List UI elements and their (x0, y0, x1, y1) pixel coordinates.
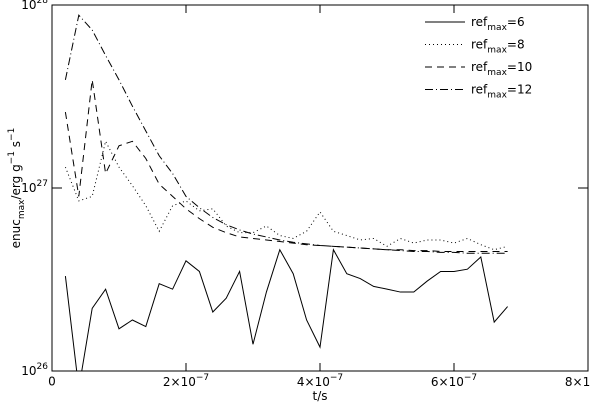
label-part: max (487, 45, 507, 55)
label-part: =6 (507, 15, 525, 29)
label-part: 10 (21, 0, 36, 12)
label-part: −7 (464, 373, 477, 383)
label-part: max (487, 23, 507, 33)
y-tick-label: 1027 (21, 179, 48, 195)
label-part: 6×10 (431, 375, 464, 389)
label-part: max (17, 199, 27, 219)
x-tick-label: 8×10−7 (565, 373, 591, 389)
label-part: max (487, 68, 507, 78)
label-part: 10 (21, 364, 36, 378)
y-tick-label: 1026 (21, 362, 48, 378)
legend-label: refmax=10 (471, 60, 532, 78)
label-part: ref (471, 82, 488, 96)
series-line (64, 139, 508, 251)
label-part: 8×10 (565, 375, 591, 389)
label-part: 26 (37, 362, 49, 372)
plot-lines (64, 14, 508, 371)
label-part: ref (471, 15, 488, 29)
label-part: −1 (7, 151, 17, 164)
x-tick-label: 0 (48, 375, 56, 389)
series-line (64, 248, 508, 371)
label-part: 2×10 (163, 375, 196, 389)
label-part: enuc (9, 219, 23, 248)
label-part: 27 (37, 179, 48, 189)
label-part: 28 (37, 0, 49, 6)
label-part: =10 (507, 60, 532, 74)
label-part: ref (471, 60, 488, 74)
label-part: 4×10 (297, 375, 330, 389)
series-line (64, 79, 508, 252)
label-part: 10 (21, 181, 36, 195)
label-part: −7 (196, 373, 209, 383)
x-tick-label: 2×10−7 (163, 373, 209, 389)
legend-label: refmax=6 (471, 15, 525, 33)
label-part: −7 (330, 373, 343, 383)
label-part: −1 (7, 128, 17, 141)
x-tick-label: 4×10−7 (297, 373, 343, 389)
legend-label: refmax=8 (471, 37, 525, 55)
label-part: =12 (507, 82, 532, 96)
series-line (64, 14, 508, 254)
label-part: s (9, 141, 23, 151)
y-tick-label: 1028 (21, 0, 48, 12)
label-part: /erg g (9, 164, 23, 199)
x-axis-label: t/s (313, 389, 328, 403)
x-tick-label: 6×10−7 (431, 373, 477, 389)
label-part: =8 (507, 37, 525, 51)
label-part: max (487, 90, 507, 100)
label-part: t/s (313, 389, 328, 403)
label-part: ref (471, 37, 488, 51)
y-axis-label: enucmax/erg g−1 s−1 (7, 128, 27, 249)
legend-label: refmax=12 (471, 82, 532, 100)
